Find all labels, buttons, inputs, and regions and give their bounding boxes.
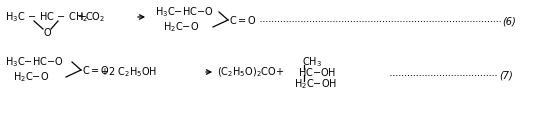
Text: $+2$ C$_2$H$_5$OH: $+2$ C$_2$H$_5$OH — [100, 65, 157, 79]
Text: HC$-$OH: HC$-$OH — [298, 66, 336, 78]
Text: (6): (6) — [502, 16, 516, 26]
Text: +CO$_2$: +CO$_2$ — [77, 10, 105, 24]
Text: H$_3$C$-$HC$-$O: H$_3$C$-$HC$-$O — [5, 55, 64, 69]
Text: (C$_2$H$_5$O)$_2$CO+: (C$_2$H$_5$O)$_2$CO+ — [217, 65, 284, 79]
Text: O: O — [43, 28, 51, 38]
Text: H$_2$C$-$O: H$_2$C$-$O — [13, 70, 49, 84]
Text: H$_2$C$-$O: H$_2$C$-$O — [163, 20, 199, 34]
Text: (7): (7) — [499, 70, 513, 80]
Text: H$_3$C$-$HC$-$O: H$_3$C$-$HC$-$O — [155, 5, 213, 19]
Text: H$_2$C$-$OH: H$_2$C$-$OH — [294, 77, 337, 91]
Text: CH$_3$: CH$_3$ — [302, 55, 322, 69]
Text: C$=$O: C$=$O — [82, 64, 110, 76]
Text: C$=$O: C$=$O — [229, 14, 257, 26]
Text: H$_3$C$\,-\,$HC$\,-\,$CH$_2$: H$_3$C$\,-\,$HC$\,-\,$CH$_2$ — [5, 10, 88, 24]
